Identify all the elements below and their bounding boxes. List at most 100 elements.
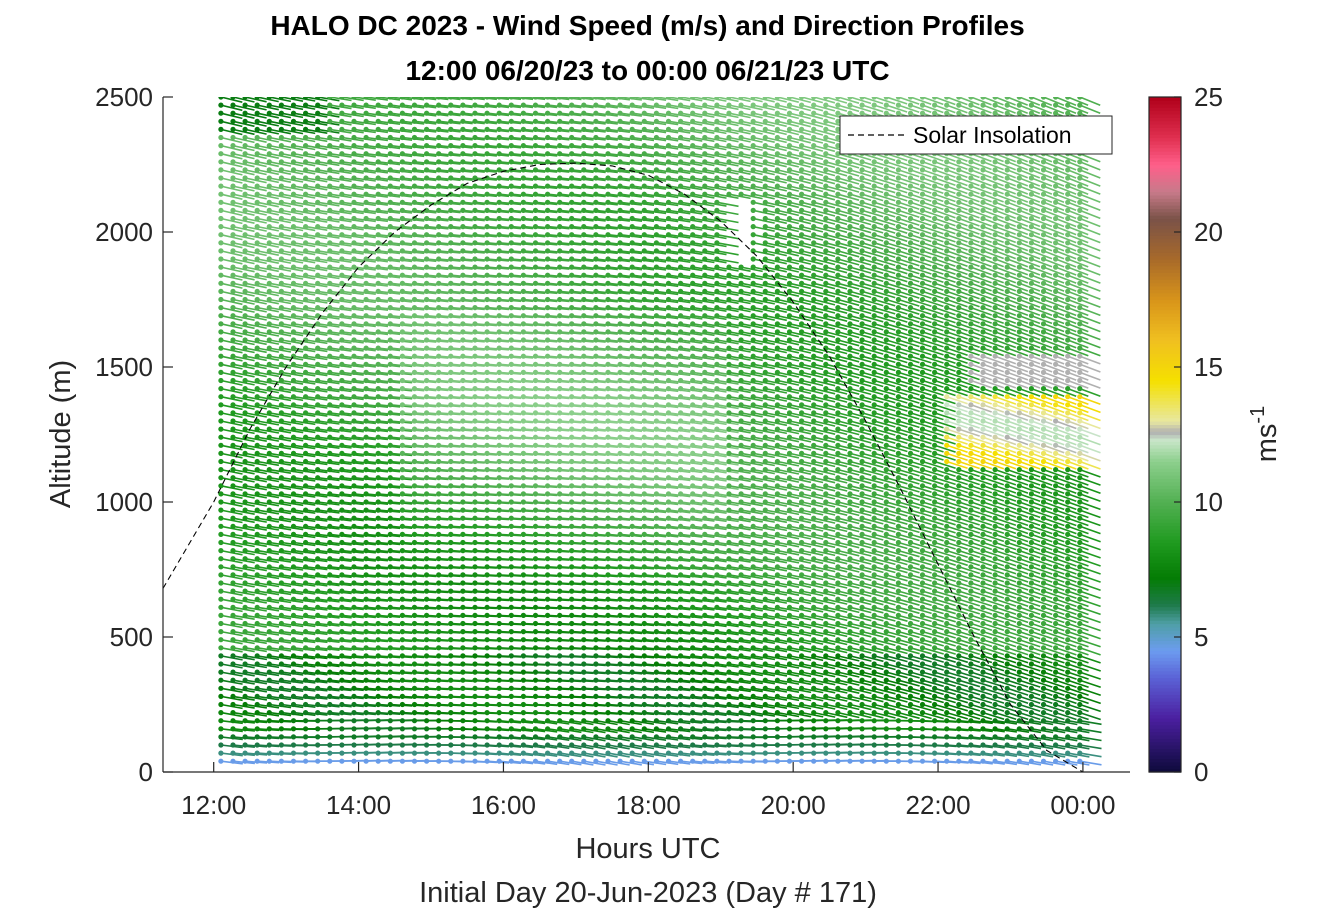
wind-barb-point [399,572,405,578]
wind-barb-point [545,556,551,562]
wind-barb-point [387,394,393,400]
wind-barb-point [363,345,369,351]
wind-barb-point [448,458,454,465]
wind-barb-point [339,726,345,732]
wind-barb-point [520,483,527,489]
wind-barb-point [218,353,224,359]
wind-barb-point [545,677,551,683]
wind-barb-point [290,726,297,732]
wind-barb-point [472,394,478,400]
wind-barb-point [484,475,490,481]
wind-barb-point [375,337,381,343]
wind-barb-point [399,272,405,278]
wind-barb-point [266,653,272,659]
wind-barb-point [545,434,551,440]
wind-barb-point [436,450,442,456]
wind-barb-point [532,653,539,659]
wind-barb-point [436,458,442,465]
wind-barb-point [254,248,260,254]
wind-barb-point [363,548,369,554]
wind-barb-point [230,483,236,489]
wind-barb-point [303,653,309,659]
wind-barb-point [375,710,381,716]
barb-column [363,97,389,764]
wind-barb-point [278,458,284,465]
wind-barb-point [545,296,551,303]
wind-barb-point [545,564,551,570]
wind-barb-point [484,199,490,205]
wind-barb-point [424,491,430,497]
wind-barb-point [508,677,514,683]
wind-barb-point [351,685,357,691]
wind-barb-point [387,758,393,764]
wind-barb-point [520,126,527,132]
wind-barb-point [339,572,345,578]
wind-barb-point [254,442,260,448]
wind-barb-point [351,475,357,481]
wind-barb-point [230,758,236,764]
wind-barb-point [363,637,369,643]
wind-barb-shaft [220,250,243,257]
wind-barb-point [557,394,563,400]
wind-barb-point [508,653,514,659]
wind-barb-point [472,264,478,270]
wind-barb-point [424,637,430,643]
wind-barb-point [520,240,527,246]
wind-barb-point [230,548,236,554]
wind-barb-point [448,313,454,319]
wind-barb-point [327,677,333,683]
wind-barb-point [375,564,381,570]
wind-barb-point [569,499,575,505]
wind-barb-point [303,596,309,602]
wind-barb-point [218,677,224,683]
wind-barb-point [339,426,345,432]
wind-barb-point [472,612,478,619]
wind-barb-point [339,102,345,108]
wind-barb-point [532,450,539,456]
wind-barb-point [399,191,405,197]
wind-barb-point [351,337,357,343]
wind-barb-point [339,467,345,473]
wind-barb-point [218,523,224,529]
wind-barb-point [278,564,284,570]
wind-barb-point [460,637,466,643]
wind-barb-point [315,604,321,610]
wind-barb-point [363,159,369,165]
wind-barb-point [569,369,575,375]
wind-barb-point [532,361,539,367]
wind-barb-point [375,305,381,311]
wind-barb-point [230,669,236,675]
wind-barb-point [327,693,333,700]
wind-barb-point [424,645,430,651]
wind-barb-point [436,620,442,627]
wind-barb-point [315,434,321,440]
wind-barb-point [315,726,321,732]
wind-barb-point [230,102,236,108]
wind-barb-point [339,620,345,627]
wind-barb-point [460,377,466,384]
wind-barb-point [424,604,430,610]
wind-barb-point [315,612,321,619]
wind-barb-point [387,531,393,538]
wind-barb-point [266,361,272,367]
wind-barb-point [242,402,248,408]
wind-barb-point [363,402,369,408]
wind-barb-point [387,369,393,375]
wind-barb-point [520,758,527,764]
wind-barb-point [351,361,357,367]
wind-barb-layer [218,97,1102,766]
wind-barb-point [230,523,236,529]
wind-barb-point [532,620,539,627]
wind-barb-shaft [220,298,243,306]
wind-barb-point [290,224,297,230]
wind-barb-point [484,515,490,521]
wind-barb-point [436,693,442,700]
wind-barb-point [218,750,224,756]
wind-barb-point [436,442,442,448]
wind-barb-point [508,564,514,570]
wind-barb-point [448,758,454,764]
wind-barb-point [569,548,575,554]
wind-barb-point [242,280,248,286]
wind-barb-point [496,685,502,691]
wind-barb-point [339,183,345,189]
